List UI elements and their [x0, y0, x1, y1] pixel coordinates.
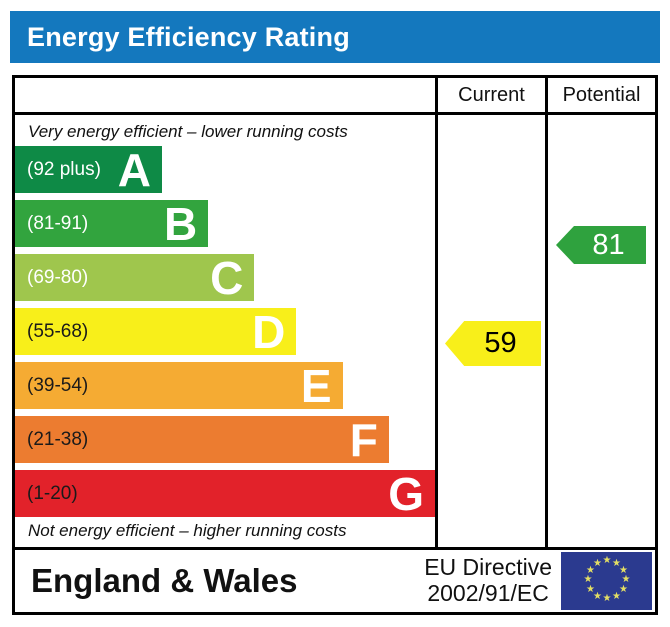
band-range-label: (1-20) — [27, 482, 78, 504]
column-header-current: Current — [435, 78, 545, 112]
band-range-label: (39-54) — [27, 374, 89, 396]
eu-flag: ★ ★ ★ ★ ★ ★ ★ ★ ★ ★ ★ ★ — [561, 552, 652, 610]
band-letter: C — [210, 251, 244, 304]
eu-star-icon: ★ — [593, 557, 602, 569]
potential-rating-value: 81 — [592, 228, 625, 261]
top-note: Very energy efficient – lower running co… — [28, 122, 348, 141]
band-row-f: (21-38) F — [15, 416, 435, 470]
band-letter: B — [163, 197, 198, 250]
band-range-label: (55-68) — [27, 320, 89, 342]
chart-footer: England & Wales EU Directive 2002/91/EC … — [15, 547, 655, 612]
band-bar-c: (69-80) C — [15, 251, 255, 304]
eu-star-icon: ★ — [586, 564, 595, 576]
eu-star-icon: ★ — [621, 574, 631, 585]
eu-star-icon: ★ — [619, 564, 628, 576]
band-range-label: (21-38) — [27, 428, 89, 450]
band-letter: F — [349, 413, 378, 466]
eu-directive-line1: EU Directive — [424, 554, 552, 581]
chart-body: Very energy efficient – lower running co… — [15, 115, 655, 547]
band-row-g: (1-20) G — [15, 470, 435, 524]
band-row-e: (39-54) E — [15, 362, 435, 416]
band-bar-e: (39-54) E — [15, 362, 343, 409]
header-cell-bands — [15, 78, 435, 112]
eu-directive-line2: 2002/91/EC — [427, 580, 549, 606]
bands-column: Very energy efficient – lower running co… — [15, 115, 435, 547]
band-row-b: (81-91) B — [15, 200, 435, 254]
eu-directive-label: EU Directive 2002/91/EC — [424, 554, 561, 607]
band-range-label: (69-80) — [27, 266, 89, 288]
band-bar-f: (21-38) F — [15, 416, 389, 463]
band-bar-b: (81-91) B — [15, 197, 209, 250]
current-rating-arrow: 59 — [445, 321, 541, 366]
eu-star-icon: ★ — [619, 583, 628, 595]
page-title: Energy Efficiency Rating — [10, 11, 660, 63]
eu-star-icon: ★ — [583, 574, 593, 585]
band-range-label: (92 plus) — [27, 158, 101, 180]
band-bar-d: (55-68) D — [15, 305, 297, 358]
chart-header-row: Current Potential — [15, 78, 655, 115]
eu-star-icon: ★ — [612, 590, 621, 602]
potential-rating-arrow: 81 — [556, 226, 646, 264]
current-rating-value: 59 — [484, 327, 517, 359]
band-bar-g: (1-20) G — [15, 470, 435, 517]
band-letter: A — [117, 143, 151, 196]
band-row-a: (92 plus) A — [15, 146, 435, 200]
potential-column: 81 — [545, 115, 655, 547]
band-letter: D — [252, 305, 286, 358]
eu-star-icon: ★ — [593, 590, 602, 602]
band-row-d: (55-68) D — [15, 308, 435, 362]
eu-star-icon: ★ — [602, 555, 612, 566]
eu-star-icon: ★ — [612, 557, 621, 569]
band-row-c: (69-80) C — [15, 254, 435, 308]
band-bar-a: (92 plus) A — [15, 146, 162, 193]
band-range-label: (81-91) — [27, 212, 89, 234]
epc-chart: Current Potential Very energy efficient … — [12, 75, 658, 615]
eu-star-icon: ★ — [602, 593, 612, 604]
band-letter: G — [388, 467, 424, 520]
region-label: England & Wales — [31, 562, 298, 599]
band-letter: E — [300, 359, 332, 412]
column-header-potential: Potential — [545, 78, 655, 112]
bottom-note: Not energy efficient – higher running co… — [28, 521, 347, 540]
eu-star-icon: ★ — [586, 583, 595, 595]
current-column: 59 — [435, 115, 545, 547]
